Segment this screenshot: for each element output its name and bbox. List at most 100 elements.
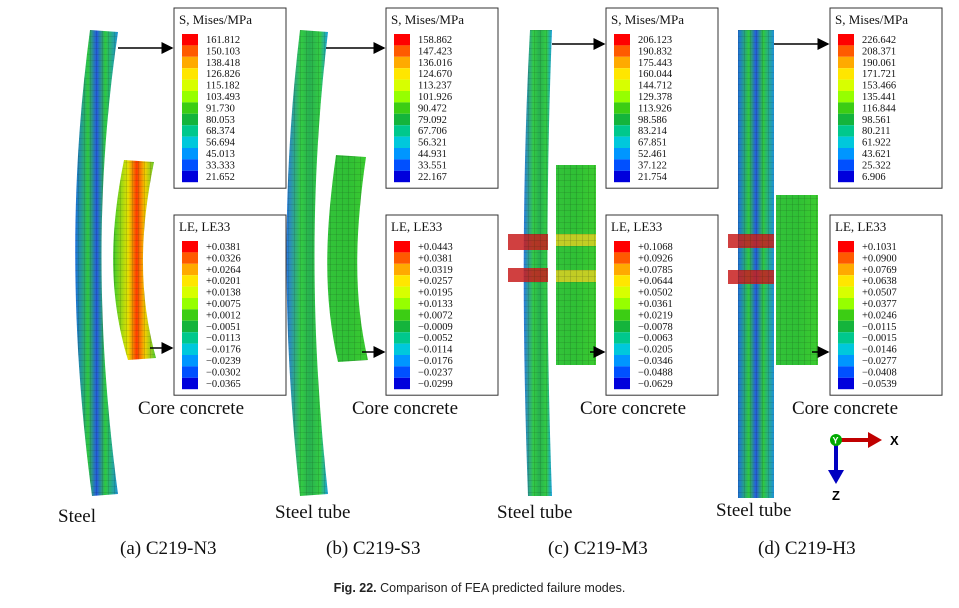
panel-a-le-value: −0.0176	[206, 345, 241, 356]
panel-c-mises-swatch	[614, 170, 630, 183]
panel-a-mises-swatch	[182, 159, 198, 171]
panel-a-mises-swatch	[182, 68, 198, 80]
panel-a-le-swatch	[182, 377, 198, 390]
panel-a-mises-swatch	[182, 79, 198, 91]
panel-b-le-value: −0.0114	[418, 345, 453, 356]
panel-c-mises-value: 206.123	[638, 35, 672, 46]
panel-b-mises-swatch	[394, 68, 410, 80]
panel-b-le-value: +0.0319	[418, 265, 453, 276]
panel-d-mises-swatch	[838, 113, 854, 126]
panel-c-le-swatch	[614, 355, 630, 367]
panel-a-le-value: −0.0302	[206, 367, 241, 378]
panel-d-mises-value: 153.466	[862, 81, 896, 92]
panel-d-le-value: −0.0539	[862, 379, 897, 390]
x-axis-label: X	[890, 433, 899, 448]
panel-d-mises-value: 171.721	[862, 69, 896, 80]
y-axis-label: Y	[833, 436, 839, 446]
panel-d-mises-swatch	[838, 34, 854, 46]
panel-a-mises-legend-title: S, Mises/MPa	[179, 12, 252, 27]
panel-c-le-swatch	[614, 377, 630, 390]
panel-d-mises-legend: S, Mises/MPa 226.642208.371190.061171.721…	[829, 7, 943, 189]
panel-a-le-swatch	[182, 320, 198, 333]
panel-b-mises-value: 44.931	[418, 149, 447, 160]
panel-c-mises-value: 21.754	[638, 172, 668, 183]
panel-b-le-legend-title: LE, LE33	[391, 219, 442, 234]
panel-d-le-value: −0.0277	[862, 356, 897, 367]
panel-a-mises-value: 161.812	[206, 35, 240, 46]
panel-a-mises-swatch	[182, 34, 198, 46]
panel-a-mises-value: 138.418	[206, 58, 240, 69]
panel-d-le-value: +0.0769	[862, 265, 897, 276]
panel-c-le-value: +0.0785	[638, 265, 673, 276]
panel-b-mises-value: 22.167	[418, 172, 447, 183]
panel-d-mises-value: 226.642	[862, 35, 896, 46]
panel-c-core	[556, 165, 596, 365]
panel-a-mises-value: 45.013	[206, 149, 235, 160]
panel-d-mises-swatch	[838, 68, 854, 80]
panel-a-le-swatch	[182, 309, 198, 321]
panel-d-mises-value: 6.906	[862, 172, 886, 183]
panel-a-le-value: +0.0381	[206, 242, 241, 253]
panel-a-mises-value: 68.374	[206, 126, 236, 137]
panel-d-le-swatch	[838, 343, 854, 355]
caption-text: Comparison of FEA predicted failure mode…	[380, 581, 626, 595]
panel-d-le-swatch	[838, 241, 854, 253]
panel-b-mises-legend: S, Mises/MPa 158.862147.423136.016124.670…	[385, 7, 499, 189]
panel-b-tube	[286, 30, 328, 496]
panel-c-le-value: +0.0219	[638, 310, 673, 321]
panel-c-le-value: +0.0926	[638, 253, 673, 264]
panel-d-le-value: −0.0015	[862, 333, 897, 344]
panel-a-mises-swatch	[182, 113, 198, 126]
panel-b-le-value: −0.0009	[418, 322, 453, 333]
panel-d-mises-value: 80.211	[862, 126, 891, 137]
panel-d-le-value: +0.1031	[862, 242, 897, 253]
panel-a-le-legend-title: LE, LE33	[179, 219, 230, 234]
panel-d-le-swatch	[838, 309, 854, 321]
panel-b-mises-swatch	[394, 45, 410, 57]
panel-b-le-swatch	[394, 366, 410, 378]
panel-d-mises-swatch	[838, 102, 854, 114]
panel-c-le-swatch	[614, 343, 630, 355]
panel-c-mises-value: 52.461	[638, 149, 667, 160]
panel-b-le-swatch	[394, 275, 410, 287]
panel-c-le-swatch	[614, 320, 630, 333]
panel-b-caption: (b) C219-S3	[326, 538, 420, 559]
panel-d-le-value: −0.0146	[862, 345, 897, 356]
panel-c-le-swatch	[614, 275, 630, 287]
panel-d-mises-value: 25.322	[862, 160, 891, 171]
panel-a-mises-swatch	[182, 125, 198, 137]
panel-a-caption: (a) C219-N3	[120, 538, 217, 559]
panel-b-mises-value: 67.706	[418, 126, 447, 137]
panel-d-mises-value: 61.922	[862, 138, 891, 149]
z-axis-arrowhead	[828, 470, 844, 484]
panel-b-mises-value: 113.237	[418, 81, 452, 92]
panel-a-core	[113, 160, 156, 360]
panel-b-mises-swatch	[394, 91, 410, 103]
panel-a-le-value: +0.0138	[206, 288, 241, 299]
panel-a-le-swatch	[182, 343, 198, 355]
panel-c-le-value: +0.0502	[638, 288, 673, 299]
panel-a-le-swatch	[182, 263, 198, 276]
panel-b-tube-label: Steel tube	[275, 502, 350, 523]
panel-c-mises-legend-title: S, Mises/MPa	[611, 12, 684, 27]
panel-d-mises-swatch	[838, 45, 854, 57]
panel-c-le-value: −0.0078	[638, 322, 673, 333]
panel-a-le-swatch	[182, 366, 198, 378]
panel-c-mises-value: 37.122	[638, 160, 667, 171]
panel-b-le-swatch	[394, 320, 410, 333]
panel-c-le-swatch	[614, 263, 630, 276]
panel-a-le-swatch	[182, 275, 198, 287]
panel-a-le-value: −0.0365	[206, 379, 241, 390]
panel-c-mises-swatch	[614, 148, 630, 160]
panel-b-mises-value: 33.551	[418, 160, 447, 171]
panel-d-mises-swatch	[838, 91, 854, 103]
panel-d-mises-value: 135.441	[862, 92, 896, 103]
panel-a-le-legend: LE, LE33+0.0381+0.0326+0.0264+0.0201+0.0…	[173, 214, 287, 396]
panel-d-mises-legend-title: S, Mises/MPa	[835, 12, 908, 27]
panel-c-le-legend-title: LE, LE33	[611, 219, 662, 234]
panel-b-mises-value: 90.472	[418, 103, 447, 114]
panel-d-le-legend: LE, LE33+0.1031+0.0900+0.0769+0.0638+0.0…	[829, 214, 943, 396]
panel-c-mises-value: 160.044	[638, 69, 673, 80]
panel-c-tube-label: Steel tube	[497, 502, 572, 523]
panel-c-le-value: −0.0346	[638, 356, 673, 367]
